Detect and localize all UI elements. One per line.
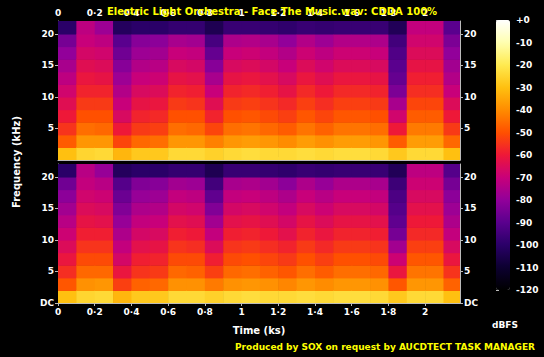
svg-text:-70: -70	[516, 173, 532, 183]
svg-text:0·2: 0·2	[87, 8, 103, 18]
svg-text:-80: -80	[516, 195, 532, 205]
svg-text:-100: -100	[516, 240, 539, 250]
svg-text:-20: -20	[516, 60, 532, 70]
svg-text:1: 1	[238, 307, 244, 317]
svg-text:1·2: 1·2	[270, 307, 286, 317]
svg-text:5: 5	[48, 266, 54, 276]
svg-text:15: 15	[464, 60, 477, 70]
svg-text:DC: DC	[464, 298, 478, 308]
svg-text:Time (ks): Time (ks)	[233, 325, 286, 336]
svg-text:+0: +0	[516, 15, 530, 25]
svg-text:15: 15	[464, 203, 477, 213]
svg-text:Electric Light Orchestra - Fac: Electric Light Orchestra - Face The Musi…	[107, 6, 437, 17]
svg-text:-120: -120	[516, 285, 539, 295]
svg-text:20: 20	[41, 172, 54, 182]
svg-text:0·4: 0·4	[123, 307, 139, 317]
svg-text:DC: DC	[40, 298, 54, 308]
svg-text:20: 20	[41, 29, 54, 39]
svg-text:20: 20	[464, 172, 477, 182]
svg-text:5: 5	[464, 123, 470, 133]
svg-text:1·4: 1·4	[307, 307, 323, 317]
svg-text:0: 0	[55, 307, 61, 317]
svg-text:0: 0	[55, 8, 61, 18]
svg-text:1·6: 1·6	[344, 307, 360, 317]
svg-text:0·6: 0·6	[160, 307, 176, 317]
svg-text:2: 2	[422, 307, 428, 317]
svg-text:5: 5	[48, 123, 54, 133]
svg-text:10: 10	[41, 92, 54, 102]
svg-text:10: 10	[464, 92, 477, 102]
svg-text:15: 15	[41, 60, 54, 70]
svg-text:-10: -10	[516, 38, 532, 48]
svg-text:0·8: 0·8	[197, 307, 213, 317]
svg-text:0·2: 0·2	[87, 307, 103, 317]
svg-text:10: 10	[41, 235, 54, 245]
svg-text:Produced by SOX on request by: Produced by SOX on request by AUCDTECT T…	[235, 342, 535, 352]
svg-text:10: 10	[464, 235, 477, 245]
svg-text:-60: -60	[516, 150, 532, 160]
svg-text:-90: -90	[516, 218, 532, 228]
svg-text:20: 20	[464, 29, 477, 39]
svg-text:-110: -110	[516, 263, 539, 273]
svg-text:dBFS: dBFS	[492, 320, 518, 330]
svg-text:1·8: 1·8	[380, 307, 396, 317]
svg-text:-40: -40	[516, 105, 532, 115]
svg-text:Frequency (kHz): Frequency (kHz)	[11, 116, 22, 208]
svg-text:5: 5	[464, 266, 470, 276]
svg-text:-30: -30	[516, 83, 532, 93]
svg-text:15: 15	[41, 203, 54, 213]
svg-text:-50: -50	[516, 128, 532, 138]
